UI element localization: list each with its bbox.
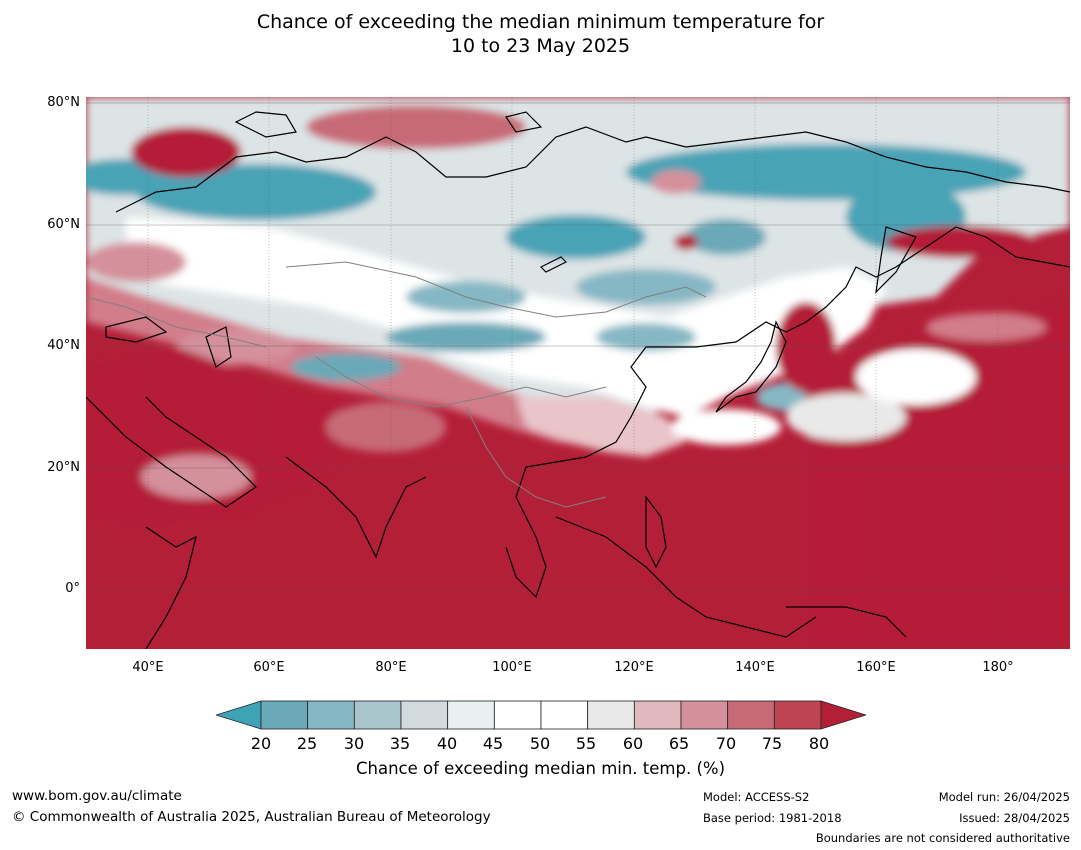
website-link[interactable]: www.bom.gov.au/climate (12, 788, 182, 804)
lat-label-80n: 80°N (47, 95, 80, 110)
colorbar-segment (260, 700, 309, 730)
colorbar-tick: 45 (482, 734, 504, 753)
lon-label-100e: 100°E (492, 660, 532, 675)
colorbar-tick: 55 (575, 734, 597, 753)
colorbar-segment (307, 700, 355, 730)
colorbar-extend-low (216, 700, 262, 730)
lon-label-180: 180° (982, 660, 1014, 675)
lon-label-120e: 120°E (614, 660, 654, 675)
colorbar-tick: 25 (296, 734, 318, 753)
colorbar-segment (353, 700, 402, 730)
colorbar-segment (633, 700, 682, 730)
colorbar-segment (727, 700, 775, 730)
lat-label-60n: 60°N (47, 217, 80, 232)
lat-label-40n: 40°N (47, 338, 80, 353)
colorbar-tick: 40 (436, 734, 458, 753)
colorbar-segment (493, 700, 542, 730)
colorbar-tick: 20 (250, 734, 272, 753)
model-text: Model: ACCESS-S2 (703, 790, 810, 804)
copyright-text: © Commonwealth of Australia 2025, Austra… (12, 809, 491, 825)
issued-text: Issued: 28/04/2025 (959, 811, 1070, 825)
base-period-text: Base period: 1981-2018 (703, 811, 842, 825)
probability-fields (86, 97, 1070, 649)
colorbar-segment (400, 700, 449, 730)
forecast-map (86, 97, 1070, 649)
lon-label-160e: 160°E (856, 660, 896, 675)
colorbar-segment (540, 700, 589, 730)
lon-label-40e: 40°E (132, 660, 164, 675)
lon-label-80e: 80°E (375, 660, 407, 675)
title-line-1: Chance of exceeding the median minimum t… (256, 11, 825, 33)
colorbar (216, 700, 866, 730)
graticule (86, 97, 1070, 649)
colorbar-tick: 60 (622, 734, 644, 753)
map-title: Chance of exceeding the median minimum t… (0, 10, 1081, 58)
colorbar-segments (216, 700, 866, 730)
lat-label-0: 0° (65, 581, 80, 596)
colorbar-tick: 50 (529, 734, 551, 753)
disclaimer-text: Boundaries are not considered authoritat… (815, 831, 1070, 845)
colorbar-tick: 75 (761, 734, 783, 753)
colorbar-tick: 65 (668, 734, 690, 753)
colorbar-segment (680, 700, 729, 730)
lon-label-140e: 140°E (735, 660, 775, 675)
colorbar-tick: 35 (389, 734, 411, 753)
title-line-2: 10 to 23 May 2025 (450, 35, 631, 57)
colorbar-extend-high (820, 700, 866, 730)
coastlines (86, 111, 1070, 649)
lon-label-60e: 60°E (253, 660, 285, 675)
colorbar-segment (773, 700, 822, 730)
country-borders (86, 261, 707, 508)
colorbar-segment (587, 700, 635, 730)
model-run-text: Model run: 26/04/2025 (938, 790, 1070, 804)
colorbar-tick: 70 (715, 734, 737, 753)
colorbar-tick: 80 (808, 734, 830, 753)
colorbar-label: Chance of exceeding median min. temp. (%… (355, 759, 726, 778)
lat-label-20n: 20°N (47, 460, 80, 475)
colorbar-tick: 30 (343, 734, 365, 753)
colorbar-segment (447, 700, 495, 730)
map-panel (86, 97, 1070, 649)
